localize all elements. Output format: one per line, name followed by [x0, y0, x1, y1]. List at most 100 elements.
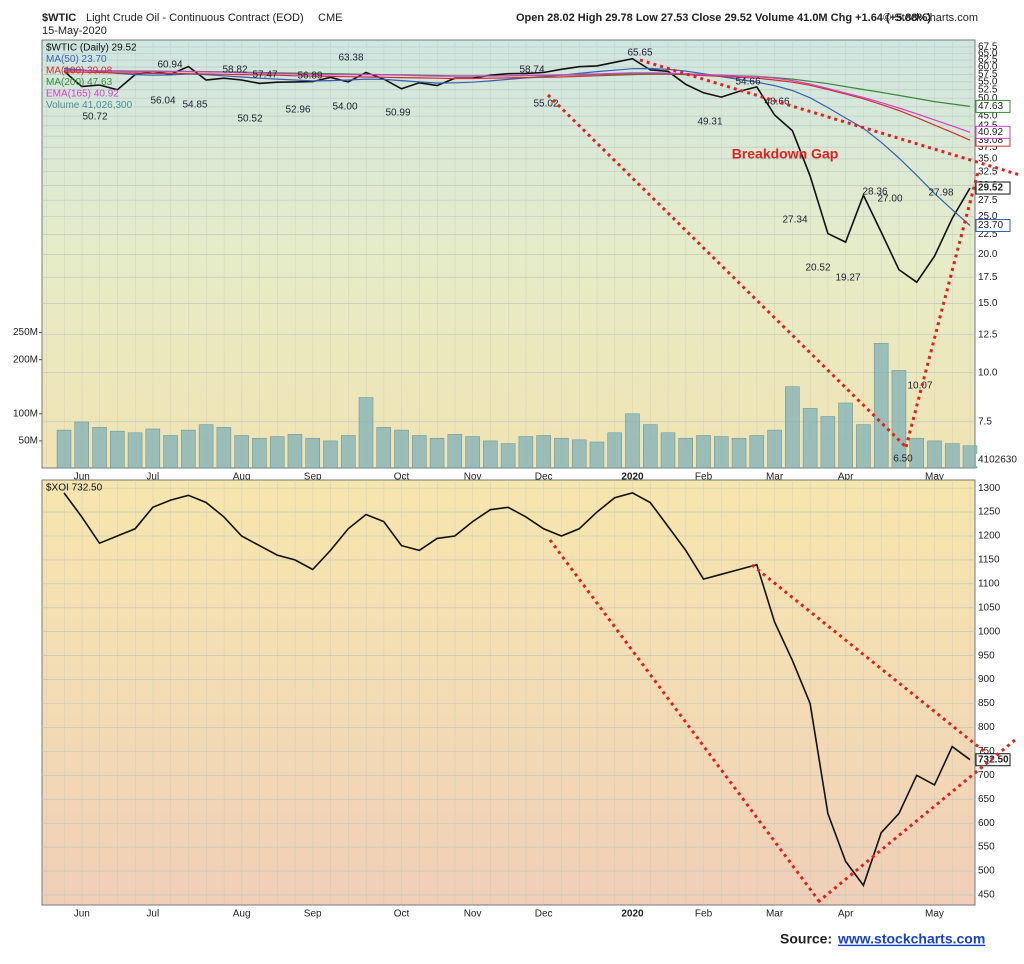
source-label: Source:	[780, 931, 832, 947]
volume-bar	[376, 427, 392, 469]
volume-bar	[749, 435, 765, 469]
price-annotation: 28.36	[862, 187, 887, 198]
price-annotation: 63.38	[338, 53, 363, 64]
volume-bar	[483, 440, 498, 469]
y-tick-label: 750	[978, 746, 995, 757]
trend-line	[548, 539, 824, 906]
volume-bar	[412, 435, 427, 469]
x-tick-label: Oct	[394, 909, 410, 920]
last-value-label: 29.52	[978, 183, 1003, 194]
last-value-label: 40.92	[978, 127, 1003, 138]
price-annotation: 27.34	[782, 215, 807, 226]
volume-bar	[163, 435, 178, 469]
legend-entry: MA(100) 39.08	[46, 66, 113, 77]
volume-bar	[74, 421, 90, 469]
legend-entry: EMA(165) 40.92	[46, 89, 119, 100]
last-value-box	[976, 454, 1010, 466]
price-annotation: 27.00	[877, 194, 902, 205]
y2-tick-label: 100M	[13, 408, 38, 419]
y-tick-label: 800	[978, 722, 995, 733]
y-tick-label: 1250	[978, 507, 1001, 518]
volume-bar	[607, 432, 622, 469]
y-tick-label: 10.0	[978, 367, 998, 378]
y-tick-label: 550	[978, 842, 995, 853]
volume-bar	[536, 435, 551, 469]
volume-bar	[856, 424, 871, 469]
volume-bar	[465, 436, 480, 469]
x-tick-label: Jun	[74, 909, 90, 920]
legend-entry: $WTIC (Daily) 29.52	[46, 43, 137, 54]
volume-bar	[873, 343, 889, 469]
volume-bar	[447, 434, 463, 469]
x-tick-label: Apr	[838, 472, 854, 483]
price-annotation: 20.52	[805, 263, 830, 274]
price-annotation: 58.74	[519, 65, 544, 76]
trend-lines	[546, 58, 1021, 906]
x-tick-label: Dec	[535, 909, 553, 920]
y-tick-label: 57.5	[978, 69, 998, 80]
volume-bar	[110, 430, 125, 469]
annotation-callout: Breakdown Gap	[732, 146, 839, 162]
price-annotation: 57.47	[252, 70, 277, 81]
volume-bar	[731, 437, 747, 469]
volume-bar	[678, 437, 694, 469]
x-tick-label: Aug	[233, 472, 251, 483]
x-tick-label: Dec	[535, 472, 553, 483]
volume-bar	[358, 397, 374, 469]
trend-line	[817, 738, 1016, 904]
trend-line	[751, 563, 986, 754]
price-annotation: 19.27	[835, 273, 860, 284]
volume-bar	[909, 437, 924, 469]
vertical-grid	[42, 480, 975, 905]
x-tick-label: May	[925, 909, 944, 920]
volume-bar	[518, 436, 534, 469]
y-tick-label: 7.5	[978, 416, 992, 427]
price-annotation: 49.31	[697, 117, 722, 128]
source-link[interactable]: www.stockcharts.com	[837, 931, 985, 947]
y-tick-label: 50.0	[978, 93, 998, 104]
y-tick-label: 27.5	[978, 195, 998, 206]
volume-bar	[927, 440, 942, 469]
x-tick-label: Feb	[695, 909, 713, 920]
price-annotation: 50.99	[385, 108, 410, 119]
y-tick-label: 62.5	[978, 55, 998, 66]
x-tick-label: Aug	[233, 909, 251, 920]
price-annotation: 58.82	[222, 65, 247, 76]
legend-entry: $XOI 732.50	[46, 483, 103, 494]
volume-bar	[642, 424, 658, 469]
last-value-label: 47.63	[978, 101, 1003, 112]
volume-bar	[234, 435, 249, 469]
trend-line	[904, 171, 980, 448]
volume-bar	[589, 441, 605, 469]
price-annotation: 55.02	[533, 99, 558, 110]
x-tick-label: Sep	[304, 909, 322, 920]
y-tick-label: 700	[978, 770, 995, 781]
y-tick-label: 600	[978, 818, 995, 829]
volume-bar	[305, 437, 320, 469]
y-tick-label: 35.0	[978, 154, 998, 165]
volume-bar	[287, 434, 303, 469]
volume-bar	[944, 443, 960, 469]
price-annotation: 60.94	[157, 60, 182, 71]
y-tick-label: 1050	[978, 602, 1001, 613]
x-tick-label: 2020	[621, 909, 644, 920]
y-tick-label: 450	[978, 890, 995, 901]
x-tick-label: Nov	[464, 909, 482, 920]
symbol: $WTIC	[42, 12, 76, 24]
volume-bar	[838, 402, 853, 469]
y-tick-label: 37.5	[978, 142, 998, 153]
y2-tick-label: 50M	[19, 436, 38, 447]
price-annotation: 48.66	[764, 97, 789, 108]
x-tick-label: Jul	[146, 909, 159, 920]
y-tick-label: 17.5	[978, 272, 998, 283]
volume-bar	[554, 437, 569, 469]
volume-bar	[127, 432, 143, 469]
last-value-box	[975, 218, 1011, 232]
y-tick-label: 20.0	[978, 249, 998, 260]
y-tick-label: 1000	[978, 626, 1001, 637]
volume-bar	[785, 386, 800, 469]
volume-bar	[252, 437, 267, 469]
y2-tick-label: 250M	[13, 327, 38, 338]
last-value-label: 39.08	[978, 135, 1003, 146]
volume-bar	[92, 427, 107, 469]
